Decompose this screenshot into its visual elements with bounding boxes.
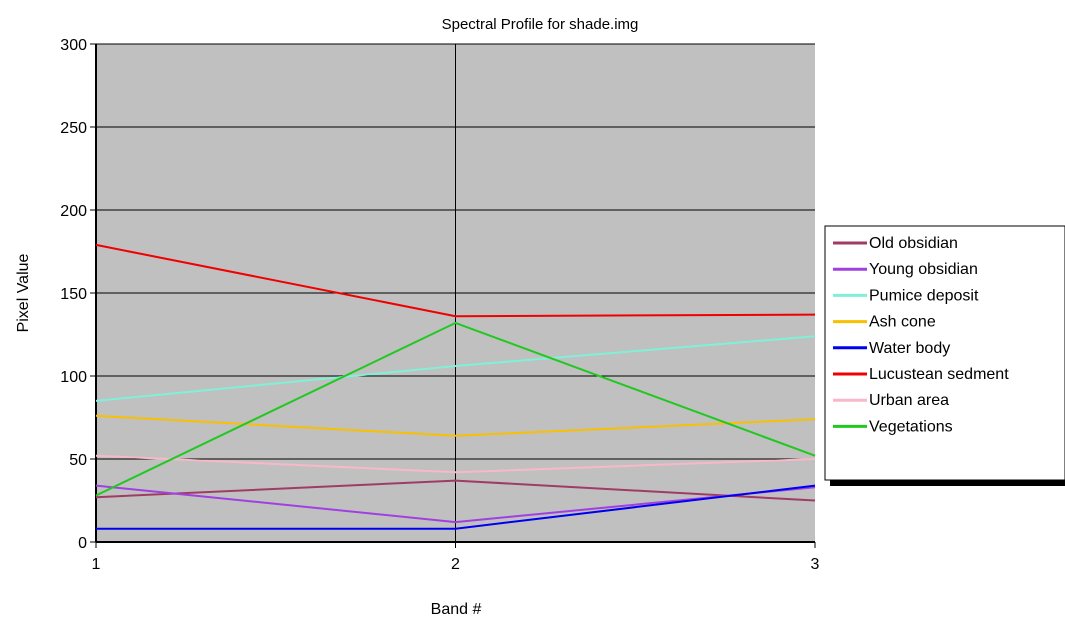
series-line-water-body [96, 484, 816, 530]
y-tick-label: 50 [69, 452, 87, 469]
legend-label: Vegetations [869, 418, 953, 435]
grid [96, 43, 815, 542]
y-tick-label: 200 [60, 203, 87, 220]
y-tick-label: 300 [60, 37, 87, 54]
series-line-vegetations [95, 321, 816, 497]
legend-label: Young obsidian [869, 261, 978, 278]
legend: Old obsidian Young obsidian Pumice deposit… [824, 225, 1065, 486]
chart-title: Spectral Profile for shade.img [442, 16, 639, 33]
legend-label: Ash cone [869, 314, 936, 331]
series-line-young-obsidian [95, 484, 816, 524]
legend-label: Old obsidian [869, 235, 958, 252]
legend-label: Urban area [869, 392, 949, 409]
axes: 0 50 100 150 200 250 300 1 2 3 [60, 37, 819, 573]
series-line-ash-cone [95, 414, 816, 437]
y-tick-label: 150 [60, 286, 87, 303]
series-layer [95, 243, 816, 530]
y-tick-label: 0 [78, 535, 87, 552]
series-line-old-obsidian [95, 479, 816, 502]
y-tick-label: 100 [60, 369, 87, 386]
x-tick-label: 2 [451, 556, 460, 573]
x-tick-label: 3 [811, 556, 820, 573]
legend-label: Pumice deposit [869, 287, 979, 304]
legend-label: Water body [869, 340, 950, 357]
x-tick-label: 1 [92, 556, 101, 573]
legend-label: Lucustean sedment [869, 366, 1009, 383]
series-line-lucustean-sedment [95, 243, 816, 318]
y-tick-label: 250 [60, 120, 87, 137]
series-line-urban-area [95, 454, 816, 474]
x-axis-label: Band # [431, 601, 482, 618]
legend-items: Old obsidian Young obsidian Pumice deposit… [833, 235, 1009, 435]
series-line-pumice-deposit [95, 335, 816, 402]
y-axis-label: Pixel Value [15, 253, 32, 332]
